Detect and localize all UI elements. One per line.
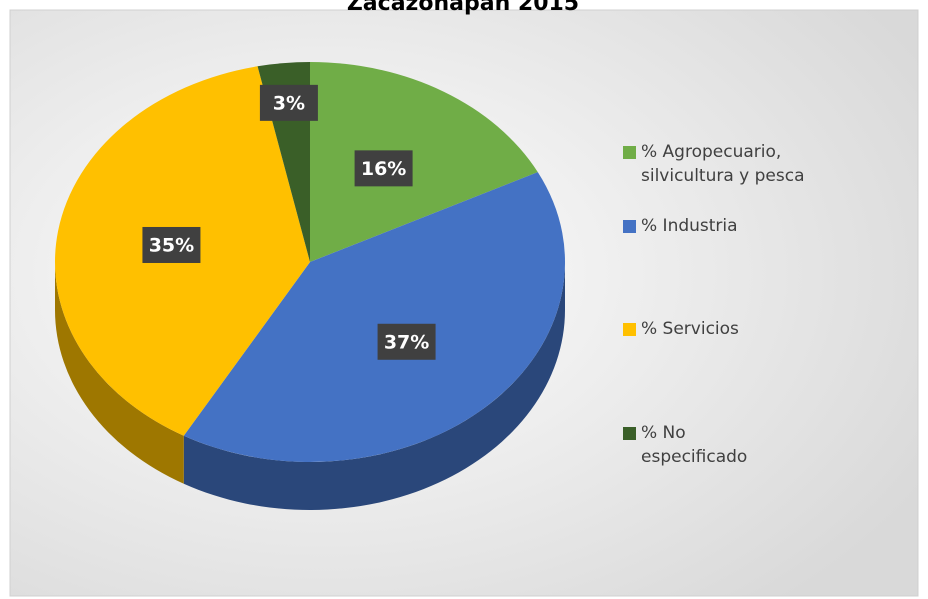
data-label-box — [259, 84, 318, 121]
slice — [183, 172, 565, 462]
legend-swatch — [623, 427, 636, 440]
legend-label: % Servicios — [641, 319, 739, 339]
legend-swatch — [623, 323, 636, 336]
slice-side — [183, 262, 565, 510]
data-label: 3% — [273, 92, 305, 114]
legend-item: % Industria — [623, 214, 876, 238]
legend-label: % Industria — [641, 216, 738, 236]
data-label: 16% — [361, 158, 406, 180]
data-label: 35% — [149, 234, 194, 256]
data-label-box — [142, 226, 201, 263]
data-label-box — [377, 323, 436, 360]
slice — [310, 62, 538, 262]
legend-item: % No especificado — [623, 421, 748, 469]
legend-swatch — [623, 220, 636, 233]
slice-side — [55, 262, 184, 484]
legend-swatch — [623, 146, 636, 159]
legend-item: % Servicios — [623, 317, 876, 341]
legend-item: % Agropecuario, silvicultura y pesca — [623, 140, 876, 188]
legend-label: % No especificado — [641, 423, 748, 467]
chart-title: Zacazonapan 2015 — [347, 0, 579, 16]
data-label: 37% — [384, 331, 429, 353]
pie: 16% 37% 35% 3% — [55, 62, 565, 510]
data-label-box — [354, 150, 413, 187]
legend-label: % Agropecuario, silvicultura y pesca — [641, 142, 805, 186]
